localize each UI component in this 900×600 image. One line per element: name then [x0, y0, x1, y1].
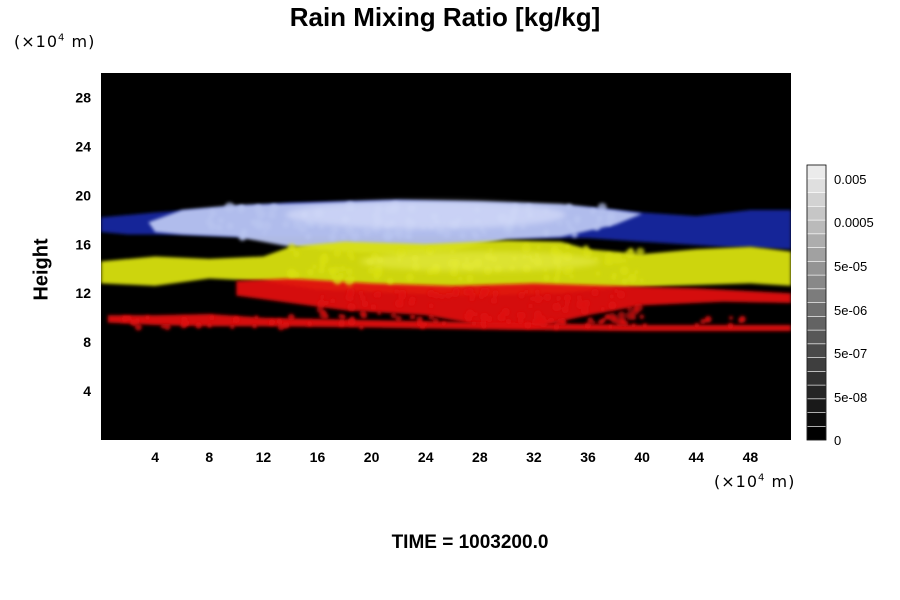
colorbar-tick-label: 0.005 [834, 172, 867, 187]
colorbar-swatch [806, 206, 827, 221]
colorbar-swatch [806, 384, 827, 400]
colorbar-swatch [806, 247, 827, 262]
y-tick-label: 28 [75, 89, 91, 105]
colorbar-swatch [806, 357, 827, 372]
x-tick-label: 12 [256, 449, 272, 465]
x-tick-label: 16 [310, 449, 326, 465]
x-tick-label: 48 [743, 449, 759, 465]
x-axis-unit: (×104 m) [714, 472, 796, 491]
highlights [285, 200, 600, 272]
colorbar-swatch [806, 315, 827, 331]
y-tick-label: 24 [75, 138, 91, 154]
colorbar: 0.005 0.0005 5e-05 5e-06 5e-07 5e-08 0 [806, 164, 874, 448]
x-tick-label: 4 [151, 449, 159, 465]
colorbar-swatch [806, 412, 827, 427]
colorbar-tick-label: 5e-08 [834, 390, 867, 405]
x-tick-label: 32 [526, 449, 542, 465]
colorbar-swatch [806, 302, 827, 317]
colorbar-tick-label: 5e-06 [834, 303, 867, 318]
colorbar-swatch [806, 288, 827, 303]
colorbar-tick-label: 0 [834, 433, 841, 448]
chart-title: Rain Mixing Ratio [kg/kg] [289, 2, 601, 32]
colorbar-swatch [806, 370, 827, 386]
colorbar-swatch [806, 219, 827, 235]
rain-field [101, 200, 791, 332]
time-label: TIME = 1003200.0 [391, 532, 549, 553]
colorbar-swatch [806, 178, 827, 193]
x-tick-label: 20 [364, 449, 380, 465]
colorbar-swatch [806, 343, 827, 358]
x-tick-label: 8 [205, 449, 213, 465]
colorbar-tick-label: 0.0005 [834, 215, 874, 230]
colorbar-swatch [806, 233, 827, 248]
colorbar-swatch [806, 398, 827, 413]
layer-red [107, 314, 791, 332]
x-tick-label: 36 [580, 449, 596, 465]
colorbar-tick-label: 5e-07 [834, 346, 867, 361]
colorbar-swatch [806, 329, 827, 345]
colorbar-swatch [806, 192, 827, 207]
x-tick-label: 44 [689, 449, 705, 465]
colorbar-swatch [806, 274, 827, 290]
y-tick-label: 16 [75, 236, 91, 252]
colorbar-swatch [806, 260, 827, 276]
layer-red [236, 278, 791, 328]
y-tick-label: 20 [75, 187, 91, 203]
y-tick-label: 4 [83, 383, 91, 399]
colorbar-swatch [806, 425, 827, 441]
x-tick-label: 28 [472, 449, 488, 465]
x-tick-label: 40 [634, 449, 650, 465]
x-tick-label: 24 [418, 449, 434, 465]
y-tick-label: 12 [75, 285, 91, 301]
y-axis-unit: (×104 m) [14, 32, 96, 51]
colorbar-tick-label: 5e-05 [834, 259, 867, 274]
colorbar-swatch [806, 164, 827, 180]
y-tick-label: 8 [83, 334, 91, 350]
